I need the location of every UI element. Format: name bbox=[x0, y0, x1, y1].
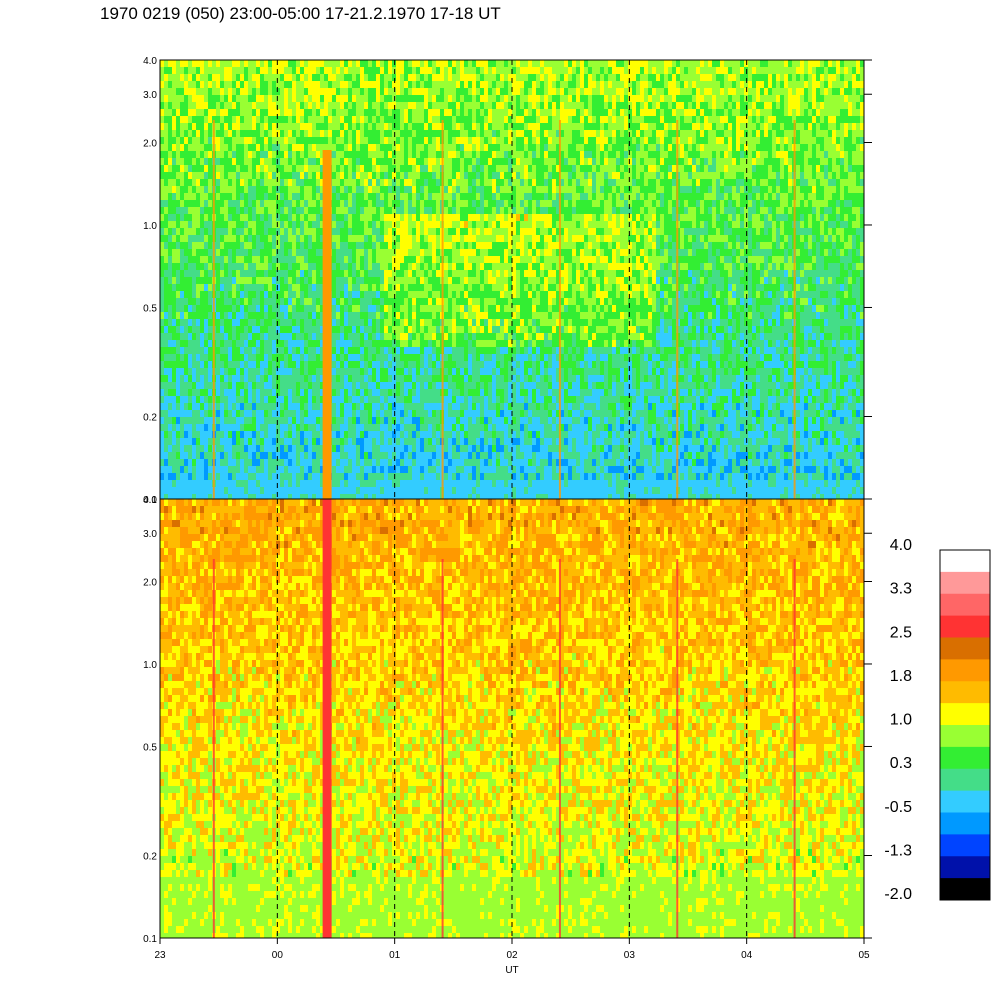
lower-panel: 0.1 0.2 0.5 1.0 2.0 3.0 4.0 bbox=[143, 495, 872, 945]
x-tick-label: 05 bbox=[858, 950, 870, 961]
colorbar-label: -1.3 bbox=[884, 842, 912, 859]
intensity-line bbox=[558, 120, 561, 499]
colorbar-segment bbox=[940, 768, 990, 792]
colorbar-label: -0.5 bbox=[884, 799, 912, 816]
chart-title: 1970 0219 (050) 23:00-05:00 17-21.2.1970… bbox=[100, 4, 501, 24]
x-axis-label: UT bbox=[505, 965, 518, 976]
colorbar-label: 0.3 bbox=[890, 755, 912, 772]
colorbar-label: 2.5 bbox=[890, 624, 912, 641]
colorbar-label: 1.0 bbox=[890, 712, 912, 729]
intensity-line bbox=[676, 559, 679, 938]
intensity-line bbox=[793, 120, 796, 499]
x-tick-label: 00 bbox=[272, 950, 284, 961]
colorbar-segment bbox=[940, 681, 990, 704]
x-tick-label: 23 bbox=[154, 950, 166, 961]
y-tick-label: 4.0 bbox=[143, 495, 157, 506]
colorbar-label: 1.8 bbox=[890, 668, 912, 685]
colorbar-segment bbox=[940, 659, 990, 682]
x-tick-label: 03 bbox=[624, 950, 636, 961]
y-tick-label: 3.0 bbox=[143, 90, 157, 101]
y-tick-label: 0.5 bbox=[143, 742, 157, 753]
intensity-line bbox=[212, 120, 215, 499]
intensity-line bbox=[441, 559, 444, 938]
colorbar-frame bbox=[939, 549, 991, 901]
y-tick-label: 4.0 bbox=[143, 56, 157, 67]
colorbar-segment bbox=[940, 593, 990, 617]
intensity-line bbox=[212, 559, 215, 938]
y-tick-label: 2.0 bbox=[143, 138, 157, 149]
colorbar-segment bbox=[940, 746, 990, 770]
colorbar-segment bbox=[940, 878, 990, 901]
x-tick-label: 04 bbox=[741, 950, 753, 961]
colorbar-segment bbox=[940, 725, 990, 748]
intensity-line bbox=[793, 559, 796, 938]
intensity-line bbox=[558, 559, 561, 938]
intensity-line bbox=[676, 120, 679, 499]
y-tick-label: 3.0 bbox=[143, 529, 157, 540]
colorbar: 4.0 3.3 2.5 1.8 1.0 0.3 -0.5 -1.3 -2.0 bbox=[884, 537, 991, 903]
x-tick-label: 01 bbox=[389, 950, 401, 961]
colorbar-label: 4.0 bbox=[890, 537, 912, 554]
colorbar-segment bbox=[940, 812, 990, 835]
y-tick-label: 0.1 bbox=[143, 934, 157, 945]
x-tick-label: 02 bbox=[506, 950, 518, 961]
y-tick-label: 0.2 bbox=[143, 413, 157, 424]
intensity-streak bbox=[322, 150, 332, 499]
colorbar-segment bbox=[940, 834, 990, 857]
upper-panel: 0.1 0.2 0.5 1.0 2.0 3.0 4.0 bbox=[143, 56, 872, 506]
intensity-line bbox=[441, 120, 444, 499]
colorbar-segment bbox=[940, 615, 990, 638]
colorbar-segment bbox=[940, 703, 990, 726]
y-tick-label: 1.0 bbox=[143, 660, 157, 671]
colorbar-segment bbox=[940, 637, 990, 660]
colorbar-segment bbox=[940, 856, 990, 879]
colorbar-segment bbox=[940, 790, 990, 813]
colorbar-segment bbox=[940, 571, 990, 595]
y-tick-label: 0.5 bbox=[143, 303, 157, 314]
y-tick-label: 2.0 bbox=[143, 577, 157, 588]
colorbar-segment bbox=[940, 550, 990, 573]
x-axis: 23 00 01 02 03 04 05 UT bbox=[154, 938, 870, 976]
y-tick-label: 0.1 bbox=[143, 495, 157, 506]
colorbar-label: 3.3 bbox=[890, 581, 912, 598]
intensity-streak bbox=[322, 499, 332, 938]
y-tick-label: 1.0 bbox=[143, 221, 157, 232]
y-tick-label: 0.2 bbox=[143, 852, 157, 863]
colorbar-label: -2.0 bbox=[884, 886, 912, 903]
